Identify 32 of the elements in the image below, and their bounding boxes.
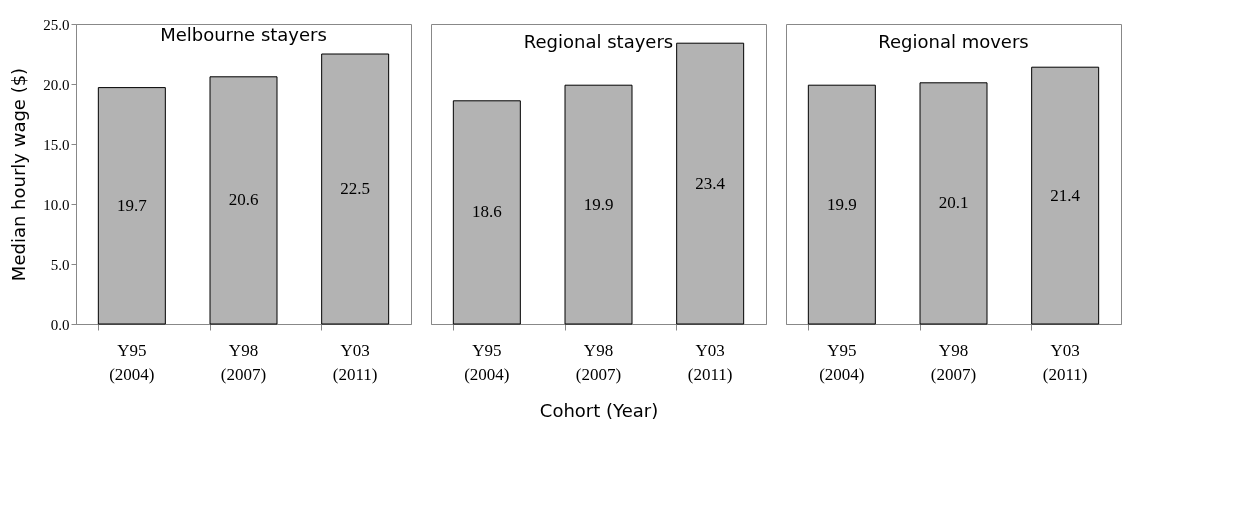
x-tick-label: Y03 (2011) [332,340,378,384]
y-tick-label: 0.0 [50,316,70,333]
data-label: 19.9 [826,194,857,214]
bar [97,87,166,325]
x-tick-label: Y98 (2007) [220,340,267,384]
y-axis-title: Median hourly wage ($) [8,67,30,282]
data-label: 23.4 [695,173,726,193]
data-label: 22.5 [340,179,371,198]
x-tick-label: Y98 (2007) [575,340,622,384]
x-tick-label: Y95 (2004) [109,340,155,384]
x-tick-label: Y03 (2011) [1042,340,1088,384]
chart-title: Melbourne stayers [160,24,327,45]
data-label: 19.9 [583,194,614,214]
x-tick-label: Y95 (2004) [464,340,510,384]
x-tick-label: Y98 (2007) [930,340,977,384]
data-label: 20.6 [228,190,259,210]
data-label: 21.4 [1050,185,1081,205]
bar [321,53,390,325]
bar [209,76,278,325]
data-label: 20.1 [938,193,969,213]
x-axis-title: Cohort (Year) [539,399,659,421]
data-label: 19.7 [116,195,148,215]
chart-title: Regional stayers [523,31,674,52]
y-tick-label: 10.0 [43,196,70,213]
y-tick-label: 25.0 [43,16,70,33]
y-tick-label: 20.0 [43,76,70,93]
y-tick-label: 5.0 [50,256,70,273]
data-label: 18.6 [471,202,502,222]
x-tick-label: Y03 (2011) [687,340,733,384]
y-tick-label: 15.0 [43,136,70,153]
chart-title: Regional movers [878,31,1029,52]
x-tick-label: Y95 (2004) [819,340,865,384]
